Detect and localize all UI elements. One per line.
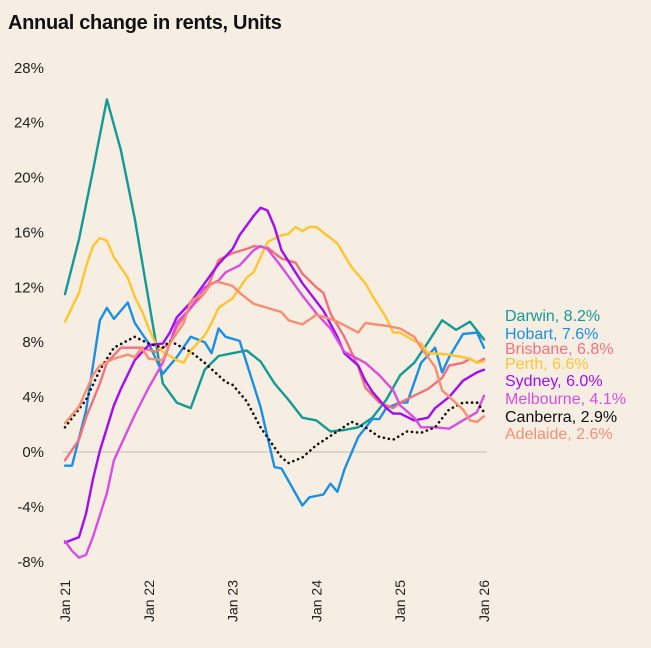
series-line-adelaide [63, 280, 486, 425]
y-tick-label: -8% [17, 554, 44, 571]
series-line-brisbane [63, 245, 486, 462]
x-tick-label: Jan 24 [308, 580, 324, 622]
legend-label-darwin: Darwin, 8.2% [505, 308, 600, 325]
y-tick-label: 28% [14, 60, 44, 77]
x-tick-label: Jan 21 [57, 580, 73, 622]
y-tick-label: 0% [22, 444, 44, 461]
y-tick-label: 24% [14, 115, 44, 132]
legend-label-canberra: Canberra, 2.9% [505, 409, 617, 426]
x-tick-label: Jan 22 [141, 580, 157, 622]
legend-label-brisbane: Brisbane, 6.8% [505, 341, 614, 358]
x-tick-label: Jan 26 [476, 580, 492, 622]
chart-title: Annual change in rents, Units [8, 12, 282, 34]
y-tick-label: 8% [22, 334, 44, 351]
legend-label-melbourne: Melbourne, 4.1% [505, 391, 626, 408]
series-line-melbourne [63, 245, 486, 559]
series-line-hobart [63, 301, 486, 507]
legend-label-adelaide: Adelaide, 2.6% [505, 426, 613, 443]
y-tick-label: 12% [14, 279, 44, 296]
legend-label-perth: Perth, 6.6% [505, 356, 589, 373]
x-tick-label: Jan 23 [225, 580, 241, 622]
series-line-canberra [63, 335, 486, 465]
y-tick-label: 20% [14, 170, 44, 187]
legend-label-hobart: Hobart, 7.6% [505, 326, 598, 343]
series-line-sydney [63, 206, 486, 544]
series-line-perth [63, 225, 486, 364]
series-line-darwin [63, 98, 486, 433]
y-tick-label: 4% [22, 389, 44, 406]
y-tick-label: 16% [14, 224, 44, 241]
x-tick-label: Jan 25 [392, 580, 408, 622]
legend-label-sydney: Sydney, 6.0% [505, 373, 603, 390]
y-tick-label: -4% [17, 499, 44, 516]
